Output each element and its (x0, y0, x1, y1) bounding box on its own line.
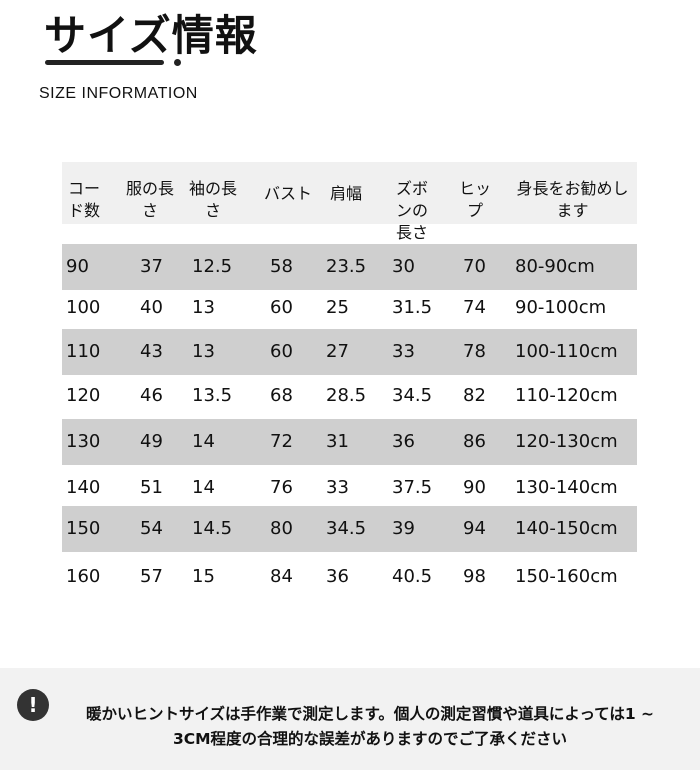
table-cell: 34.5 (326, 518, 367, 539)
table-cell: 60 (270, 297, 293, 318)
table-cell: 110 (66, 341, 101, 362)
table-cell: 100 (66, 297, 101, 318)
table-cell: 98 (463, 566, 486, 587)
table-cell: 94 (463, 518, 486, 539)
column-header: バスト (263, 184, 312, 203)
table-cell: 31.5 (392, 297, 433, 318)
table-cell: 80 (270, 518, 293, 539)
table-cell: 68 (270, 385, 293, 406)
table-cell: 14 (192, 431, 215, 452)
column-header: 袖の長さ (188, 179, 237, 220)
table-cell: 27 (326, 341, 349, 362)
table-cell: 15 (192, 566, 215, 587)
table-cell: 14.5 (192, 518, 233, 539)
table-cell: 40 (140, 297, 163, 318)
table-cell: 74 (463, 297, 486, 318)
table-cell: 90-100cm (515, 297, 607, 318)
column-header: 身長をお勧めします (516, 179, 629, 220)
table-row (62, 329, 637, 375)
table-cell: 110-120cm (515, 385, 618, 406)
table-cell: 28.5 (326, 385, 367, 406)
table-header (62, 162, 637, 224)
table-cell: 43 (140, 341, 163, 362)
table-cell: 120 (66, 385, 101, 406)
table-cell: 37 (140, 256, 163, 277)
table-cell: 36 (326, 566, 349, 587)
table-cell: 12.5 (192, 256, 233, 277)
table-cell: 23.5 (326, 256, 367, 277)
table-cell: 40.5 (392, 566, 433, 587)
table-cell: 140-150cm (515, 518, 618, 539)
page-subtitle: SIZE INFORMATION (39, 85, 198, 102)
table-cell: 80-90cm (515, 256, 595, 277)
column-header: 服の長さ (125, 179, 174, 220)
table-cell: 30 (392, 256, 415, 277)
table-cell: 86 (463, 431, 486, 452)
table-cell: 25 (326, 297, 349, 318)
table-cell: 51 (140, 477, 163, 498)
column-header: コード数 (67, 179, 100, 220)
table-cell: 130 (66, 431, 101, 452)
table-cell: 90 (66, 256, 89, 277)
table-cell: 140 (66, 477, 101, 498)
table-row (62, 244, 637, 290)
column-header: ヒップ (458, 179, 491, 220)
table-cell: 150 (66, 518, 101, 539)
table-cell: 37.5 (392, 477, 433, 498)
table-cell: 76 (270, 477, 293, 498)
note-text: 暖かいヒントサイズは手作業で測定します。個人の測定習慣や道具によっては1 ~ 3… (85, 705, 655, 748)
table-cell: 72 (270, 431, 293, 452)
table-cell: 14 (192, 477, 215, 498)
page-title: サイズ情報 (44, 11, 258, 60)
table-cell: 84 (270, 566, 293, 587)
exclamation-icon: ! (17, 689, 49, 721)
table-cell: 36 (392, 431, 415, 452)
table-cell: 33 (326, 477, 349, 498)
column-header: 肩幅 (329, 184, 362, 203)
title-underline (45, 60, 164, 65)
table-cell: 13.5 (192, 385, 233, 406)
table-cell: 13 (192, 297, 215, 318)
table-row (62, 506, 637, 552)
table-cell: 100-110cm (515, 341, 618, 362)
column-header: ズボンの長さ (395, 179, 428, 242)
table-cell: 120-130cm (515, 431, 618, 452)
table-cell: 33 (392, 341, 415, 362)
table-cell: 54 (140, 518, 163, 539)
table-cell: 34.5 (392, 385, 433, 406)
table-cell: 90 (463, 477, 486, 498)
table-cell: 57 (140, 566, 163, 587)
title-dot (174, 59, 181, 66)
table-cell: 60 (270, 341, 293, 362)
table-cell: 58 (270, 256, 293, 277)
table-cell: 70 (463, 256, 486, 277)
table-cell: 31 (326, 431, 349, 452)
table-cell: 82 (463, 385, 486, 406)
note-box (0, 668, 700, 770)
table-cell: 39 (392, 518, 415, 539)
table-cell: 13 (192, 341, 215, 362)
table-cell: 78 (463, 341, 486, 362)
table-cell: 130-140cm (515, 477, 618, 498)
table-cell: 49 (140, 431, 163, 452)
table-cell: 150-160cm (515, 566, 618, 587)
table-cell: 160 (66, 566, 101, 587)
table-cell: 46 (140, 385, 163, 406)
table-row (62, 419, 637, 465)
